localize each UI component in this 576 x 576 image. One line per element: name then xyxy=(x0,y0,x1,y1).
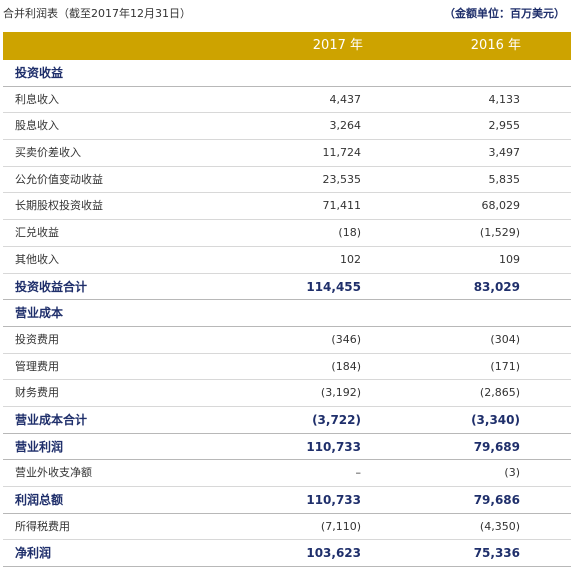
value-2016: (1,529) xyxy=(479,226,520,240)
table-row: 股息收入 3,264 2,955 xyxy=(3,113,571,141)
value-2017: 103,623 xyxy=(306,546,361,561)
total-row: 净利润 103,623 75,336 xyxy=(3,540,571,568)
column-header-2016: 2016 年 xyxy=(470,38,521,53)
value-2017: (3,192) xyxy=(320,386,361,400)
value-2016: 109 xyxy=(499,252,520,266)
section-header-row: 投资收益 xyxy=(3,60,571,87)
value-2017: (3,722) xyxy=(312,412,361,427)
table-row: 管理费用 (184) (171) xyxy=(3,354,571,381)
row-label: 买卖价差收入 xyxy=(15,146,81,160)
column-header-bar: 2017 年 2016 年 xyxy=(3,32,571,60)
value-2017: (18) xyxy=(338,226,361,240)
column-header-2017: 2017 年 xyxy=(312,38,363,53)
row-label: 营业利润 xyxy=(15,439,64,454)
report-header: 合并利润表（截至2017年12月31日） （金额单位：百万美元） xyxy=(3,4,571,24)
value-2016: 2,955 xyxy=(488,119,521,133)
row-label: 投资收益 xyxy=(15,66,64,80)
income-statement-table: 投资收益利息收入 4,437 4,133 股息收入 3,264 2,955 买卖价差收入 11… xyxy=(3,60,571,568)
table-row: 公允价值变动收益 23,535 5,835 xyxy=(3,167,571,194)
table-row: 其他收入 102 109 xyxy=(3,247,571,274)
row-label: 营业成本合计 xyxy=(15,412,88,427)
value-2016: 3,497 xyxy=(488,146,521,160)
value-2016: 5,835 xyxy=(488,172,521,186)
row-label: 财务费用 xyxy=(15,386,59,400)
table-row: 所得税费用 (7,110) (4,350) xyxy=(3,514,571,541)
row-label: 其他收入 xyxy=(15,252,59,266)
row-label: 公允价值变动收益 xyxy=(15,172,103,186)
value-2016: 79,689 xyxy=(473,439,520,454)
value-2016: 4,133 xyxy=(488,92,521,106)
row-label: 投资收益合计 xyxy=(15,279,88,294)
value-2017: (346) xyxy=(331,332,361,346)
total-row: 营业成本合计 (3,722) (3,340) xyxy=(3,407,571,434)
row-label: 营业外收支净额 xyxy=(15,466,92,480)
total-row: 营业利润 110,733 79,689 xyxy=(3,434,571,461)
value-2016: 79,686 xyxy=(473,493,520,507)
report-title: 合并利润表（截至2017年12月31日） xyxy=(3,7,191,20)
value-2017: 110,733 xyxy=(306,493,361,507)
value-2017: 3,264 xyxy=(329,119,362,133)
value-2017: 114,455 xyxy=(306,279,361,294)
total-row: 投资收益合计 114,455 83,029 xyxy=(3,274,571,301)
table-row: 汇兑收益 (18) (1,529) xyxy=(3,220,571,247)
row-label: 管理费用 xyxy=(15,359,59,373)
row-label: 股息收入 xyxy=(15,119,59,133)
table-row: 长期股权投资收益 71,411 68,029 xyxy=(3,193,571,221)
value-2017: 11,724 xyxy=(322,146,362,160)
value-2017: 71,411 xyxy=(322,199,362,213)
value-2017: 23,535 xyxy=(322,172,362,186)
value-2017: 102 xyxy=(340,252,361,266)
value-2017: – xyxy=(355,466,362,480)
value-2017: (7,110) xyxy=(320,519,361,533)
row-label: 净利润 xyxy=(15,546,52,561)
value-2016: 83,029 xyxy=(473,279,520,294)
currency-unit: （金额单位：百万美元） xyxy=(444,7,565,20)
value-2016: 68,029 xyxy=(481,199,521,213)
value-2016: (2,865) xyxy=(479,386,520,400)
value-2017: 110,733 xyxy=(306,439,361,454)
value-2016: 75,336 xyxy=(473,546,520,561)
row-label: 投资费用 xyxy=(15,332,59,346)
table-row: 投资费用 (346) (304) xyxy=(3,327,571,354)
table-row: 财务费用 (3,192) (2,865) xyxy=(3,380,571,407)
value-2016: (3,340) xyxy=(471,412,520,427)
value-2016: (171) xyxy=(490,359,520,373)
table-row: 买卖价差收入 11,724 3,497 xyxy=(3,140,571,167)
total-row: 利润总额 110,733 79,686 xyxy=(3,487,571,514)
value-2017: 4,437 xyxy=(329,92,362,106)
section-header-row: 营业成本 xyxy=(3,300,571,327)
value-2016: (4,350) xyxy=(479,519,520,533)
row-label: 所得税费用 xyxy=(15,519,70,533)
table-row: 利息收入 4,437 4,133 xyxy=(3,87,571,114)
table-row: 营业外收支净额 – (3) xyxy=(3,460,571,487)
row-label: 长期股权投资收益 xyxy=(15,199,103,213)
row-label: 利息收入 xyxy=(15,92,59,106)
row-label: 营业成本 xyxy=(15,306,64,321)
row-label: 汇兑收益 xyxy=(15,226,59,240)
value-2017: (184) xyxy=(331,359,361,373)
value-2016: (3) xyxy=(504,466,520,480)
row-label: 利润总额 xyxy=(15,493,64,507)
value-2016: (304) xyxy=(490,332,520,346)
